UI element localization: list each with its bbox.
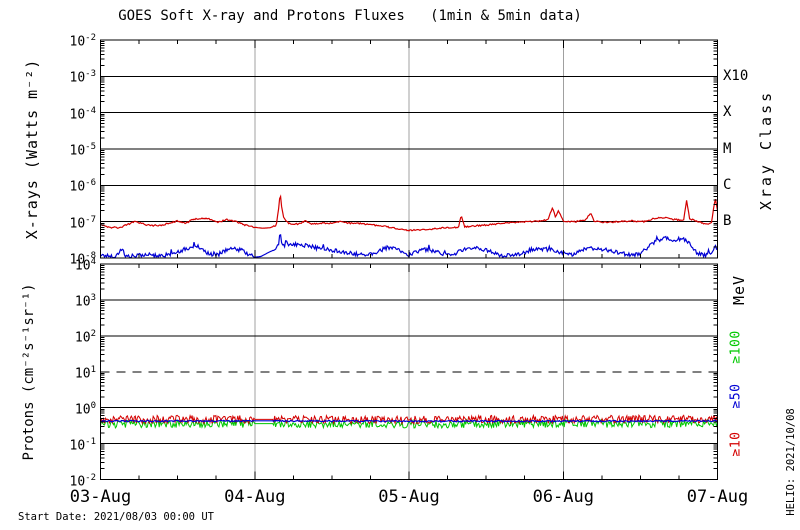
y-tick-label: 101 (74, 364, 96, 382)
start-date-text: Start Date: 2021/08/03 00:00 UT (18, 511, 214, 523)
x-tick-07-aug: 07-Aug (686, 487, 749, 507)
y-tick-label: 10-6 (69, 178, 97, 195)
x-tick-06-aug: 06-Aug (532, 487, 595, 507)
proton-energy-label-ge50: ≥50 (728, 383, 744, 409)
y-tick-label: 103 (74, 292, 96, 310)
xray-chart-area (99, 39, 719, 259)
y-tick-label: 100 (74, 400, 96, 417)
xray-class-axis-label: Xray Class (757, 89, 775, 211)
mev-axis-label: MeV (730, 274, 748, 306)
proton-energy-label-ge10: ≥10 (728, 431, 744, 457)
y-tick-label: 10-3 (69, 69, 97, 86)
y-tick-label: 102 (74, 328, 96, 346)
y-tick-label: 104 (74, 257, 96, 274)
protons-ge50MeV-trace (100, 419, 718, 423)
credit-text: HELIO: 2021/10/08 (785, 408, 797, 516)
xray-y-axis-label: X-rays (Watts m⁻²) (23, 58, 41, 240)
xray-class-tick-x10: X10 (723, 68, 749, 84)
proton-chart-area (99, 263, 719, 481)
proton-energy-label-ge100: ≥100 (728, 330, 744, 364)
y-tick-label: 10-7 (69, 214, 97, 231)
page-title: GOES Soft X-ray and Protons Fluxes (1min… (118, 8, 582, 24)
proton-y-axis-label: Protons (cm⁻²s⁻¹sr⁻¹) (21, 283, 37, 461)
y-tick-label: 10-2 (69, 472, 97, 489)
y-tick-label: 10-1 (69, 436, 97, 453)
xray-class-tick-b: B (723, 213, 732, 229)
x-tick-05-aug: 05-Aug (378, 487, 440, 507)
xray-class-tick-m: M (723, 141, 732, 157)
x-tick-04-aug: 04-Aug (224, 487, 286, 507)
y-tick-label: 10-8 (69, 251, 97, 268)
xray-class-tick-c: C (723, 177, 732, 193)
y-tick-label: 10-4 (69, 105, 97, 122)
x-tick-03-aug: 03-Aug (69, 487, 132, 507)
y-tick-label: 10-2 (69, 33, 97, 50)
xray-red-channel-trace (100, 194, 718, 232)
xray-class-tick-x: X (723, 104, 732, 120)
y-tick-label: 10-5 (69, 142, 97, 159)
